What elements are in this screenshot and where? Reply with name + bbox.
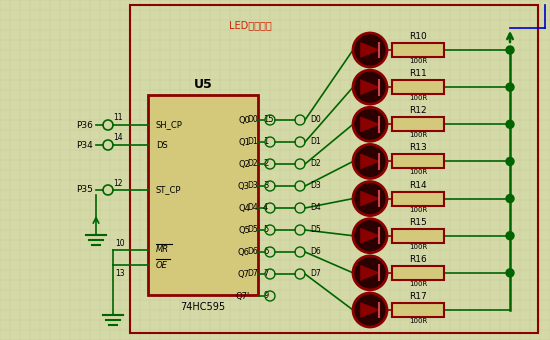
FancyBboxPatch shape [392,191,444,206]
Text: 100R: 100R [409,58,427,64]
FancyBboxPatch shape [392,80,444,94]
Text: 74HC595: 74HC595 [180,302,226,312]
Circle shape [506,83,514,91]
Text: 100R: 100R [409,169,427,175]
Text: D1: D1 [310,137,321,147]
Text: R10: R10 [409,32,427,41]
Text: 3: 3 [263,182,268,190]
Text: ST_CP: ST_CP [156,186,182,194]
Circle shape [506,269,514,277]
Text: 5: 5 [263,225,268,235]
Circle shape [353,107,387,141]
FancyBboxPatch shape [392,154,444,168]
Circle shape [353,33,387,67]
Text: 100R: 100R [409,132,427,138]
Polygon shape [361,154,379,169]
Polygon shape [361,303,379,318]
Text: 100R: 100R [409,207,427,212]
Polygon shape [361,228,379,243]
Text: 11: 11 [113,114,123,122]
Circle shape [353,70,387,104]
Polygon shape [361,117,379,132]
Text: 9: 9 [263,291,268,301]
Text: R11: R11 [409,69,427,78]
Text: R15: R15 [409,218,427,227]
Text: Q3: Q3 [238,182,250,190]
Text: 1: 1 [263,137,268,147]
FancyBboxPatch shape [392,266,444,280]
Text: DS: DS [156,140,168,150]
Text: 14: 14 [113,134,123,142]
Text: D5: D5 [310,225,321,235]
Circle shape [506,120,514,128]
Text: P34: P34 [76,140,93,150]
Polygon shape [361,266,379,280]
Text: D4: D4 [248,204,258,212]
Text: 4: 4 [263,204,268,212]
Text: P36: P36 [76,120,93,130]
FancyBboxPatch shape [148,95,258,295]
Text: Q5: Q5 [238,225,250,235]
Text: D2: D2 [248,159,258,169]
Text: 10: 10 [115,238,125,248]
Text: D0: D0 [248,116,258,124]
Circle shape [353,219,387,253]
Text: OE: OE [156,260,168,270]
Text: 100R: 100R [409,281,427,287]
FancyBboxPatch shape [392,117,444,131]
Text: D6: D6 [310,248,321,256]
Text: 100R: 100R [409,318,427,324]
Text: 15: 15 [263,116,273,124]
FancyBboxPatch shape [392,229,444,243]
Circle shape [353,256,387,290]
Text: Q1: Q1 [238,137,250,147]
Text: D3: D3 [248,182,258,190]
Circle shape [506,46,514,54]
Text: Q2: Q2 [238,159,250,169]
Text: D4: D4 [310,204,321,212]
Polygon shape [361,42,379,57]
Text: 6: 6 [263,248,268,256]
Text: D3: D3 [310,182,321,190]
Text: Q7': Q7' [236,291,250,301]
Text: D1: D1 [248,137,258,147]
Text: 13: 13 [115,269,125,277]
Text: Q6: Q6 [238,248,250,256]
Text: LED点阵模块: LED点阵模块 [229,20,271,30]
Text: R12: R12 [409,106,427,115]
Polygon shape [361,80,379,95]
Circle shape [353,293,387,327]
Text: Q7: Q7 [238,270,250,278]
Text: D0: D0 [310,116,321,124]
Text: U5: U5 [194,79,212,91]
Polygon shape [361,191,379,206]
Text: D7: D7 [310,270,321,278]
Text: SH_CP: SH_CP [156,120,183,130]
Text: R13: R13 [409,143,427,152]
Text: D2: D2 [310,159,321,169]
Circle shape [506,232,514,240]
Text: D7: D7 [248,270,258,278]
Text: Q0: Q0 [238,116,250,124]
Text: MR: MR [156,245,169,255]
Circle shape [506,157,514,166]
Text: R16: R16 [409,255,427,264]
Circle shape [506,194,514,203]
Text: 2: 2 [263,159,268,169]
FancyBboxPatch shape [392,303,444,317]
Circle shape [353,144,387,178]
Text: D6: D6 [248,248,258,256]
Text: 100R: 100R [409,244,427,250]
Text: P35: P35 [76,186,93,194]
Text: 12: 12 [113,178,123,187]
Text: R17: R17 [409,292,427,301]
Text: R14: R14 [409,181,427,190]
Text: Q4: Q4 [238,204,250,212]
Text: 7: 7 [263,270,268,278]
FancyBboxPatch shape [392,43,444,57]
Text: 100R: 100R [409,95,427,101]
Text: D5: D5 [248,225,258,235]
Circle shape [353,182,387,216]
